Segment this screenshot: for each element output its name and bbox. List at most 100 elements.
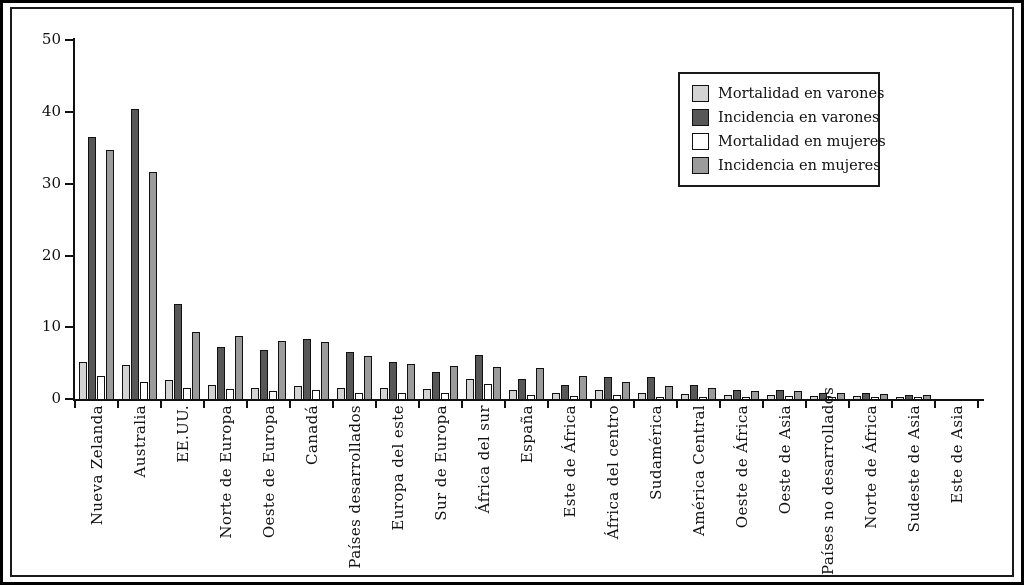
- bar: [905, 395, 913, 399]
- x-axis-label: España: [517, 405, 536, 464]
- x-axis-label: Oeste de Asia: [775, 405, 794, 515]
- legend-swatch-mortalidad-varones: [692, 85, 709, 102]
- bar: [217, 347, 225, 399]
- bar: [251, 388, 259, 399]
- bar: [828, 397, 836, 399]
- bar: [432, 372, 440, 399]
- bar-group: [505, 368, 548, 399]
- bar: [536, 368, 544, 399]
- legend-label: Incidencia en mujeres: [718, 157, 881, 174]
- bar: [165, 380, 173, 399]
- bar: [484, 384, 492, 399]
- legend-item: Mortalidad en varones: [692, 85, 884, 102]
- x-axis-label: EE.UU.: [173, 405, 192, 463]
- bar: [149, 172, 157, 399]
- bar: [656, 397, 664, 399]
- bar: [106, 150, 114, 399]
- x-tick: [719, 401, 721, 408]
- x-tick: [504, 401, 506, 408]
- bar: [466, 379, 474, 399]
- x-axis-label: Países no desarrollados: [818, 386, 837, 575]
- bar-group: [548, 376, 591, 399]
- x-tick: [590, 401, 592, 408]
- bar: [475, 355, 483, 399]
- legend-label: Mortalidad en varones: [718, 85, 885, 102]
- bar-group: [376, 362, 419, 399]
- x-axis-label: Este de Asia: [947, 405, 966, 504]
- bar: [88, 137, 96, 399]
- bar: [785, 396, 793, 399]
- bar: [552, 393, 560, 399]
- x-tick: [848, 401, 850, 408]
- bar: [312, 390, 320, 399]
- bar: [355, 393, 363, 399]
- x-axis-label: Canadá: [302, 405, 321, 465]
- y-tick: [65, 111, 73, 114]
- bar: [269, 391, 277, 399]
- bar: [699, 397, 707, 399]
- bar: [579, 376, 587, 399]
- x-tick: [805, 401, 807, 408]
- x-axis-label: Europa del este: [388, 405, 407, 531]
- x-axis-label: África del centro: [603, 405, 622, 540]
- legend-label: Mortalidad en mujeres: [718, 133, 886, 150]
- legend: Mortalidad en varones Incidencia en varo…: [678, 72, 886, 187]
- bar: [131, 109, 139, 399]
- bar: [303, 339, 311, 399]
- bar: [509, 390, 517, 399]
- bar-group: [247, 341, 290, 399]
- bar: [79, 362, 87, 399]
- bar-group: [204, 336, 247, 399]
- bar: [527, 395, 535, 399]
- x-tick: [332, 401, 334, 408]
- bar-group: [75, 137, 118, 399]
- bar: [681, 394, 689, 399]
- y-tick-label: 50: [41, 30, 61, 49]
- bar: [767, 395, 775, 399]
- y-tick-label: 20: [41, 245, 61, 264]
- legend-swatch-mortalidad-mujeres: [692, 133, 709, 150]
- x-tick: [547, 401, 549, 408]
- x-axis-label: Países desarrollados: [345, 405, 364, 569]
- bar: [364, 356, 372, 399]
- bar-group: [419, 366, 462, 399]
- x-tick: [977, 401, 979, 408]
- x-tick: [418, 401, 420, 408]
- bar-group: [806, 393, 849, 399]
- bar: [407, 364, 415, 399]
- legend-swatch-incidencia-varones: [692, 109, 709, 126]
- bar: [97, 376, 105, 399]
- bar: [140, 382, 148, 399]
- bar: [570, 396, 578, 399]
- y-tick: [65, 326, 73, 329]
- bar: [914, 397, 922, 399]
- bar: [880, 394, 888, 399]
- bar: [604, 377, 612, 399]
- bar: [776, 390, 784, 399]
- bar: [235, 336, 243, 399]
- bar: [708, 388, 716, 399]
- x-tick: [762, 401, 764, 408]
- y-tick-label: 0: [51, 389, 61, 407]
- y-tick: [65, 39, 73, 42]
- x-axis-label: Sudamérica: [646, 405, 665, 500]
- bar: [638, 393, 646, 399]
- bar: [278, 341, 286, 399]
- x-tick: [461, 401, 463, 408]
- bar: [337, 388, 345, 399]
- bar-group: [634, 377, 677, 399]
- x-tick: [203, 401, 205, 408]
- legend-item: Incidencia en mujeres: [692, 157, 881, 174]
- bar: [294, 386, 302, 399]
- x-tick: [633, 401, 635, 408]
- x-axis-label: Australia: [130, 405, 149, 478]
- x-axis-label: Sur de Europa: [431, 405, 450, 521]
- bar: [810, 396, 818, 399]
- bar-group: [290, 339, 333, 399]
- bar: [923, 395, 931, 399]
- bar: [862, 393, 870, 399]
- bar-group: [161, 304, 204, 399]
- bar-group: [591, 377, 634, 399]
- bar: [183, 388, 191, 399]
